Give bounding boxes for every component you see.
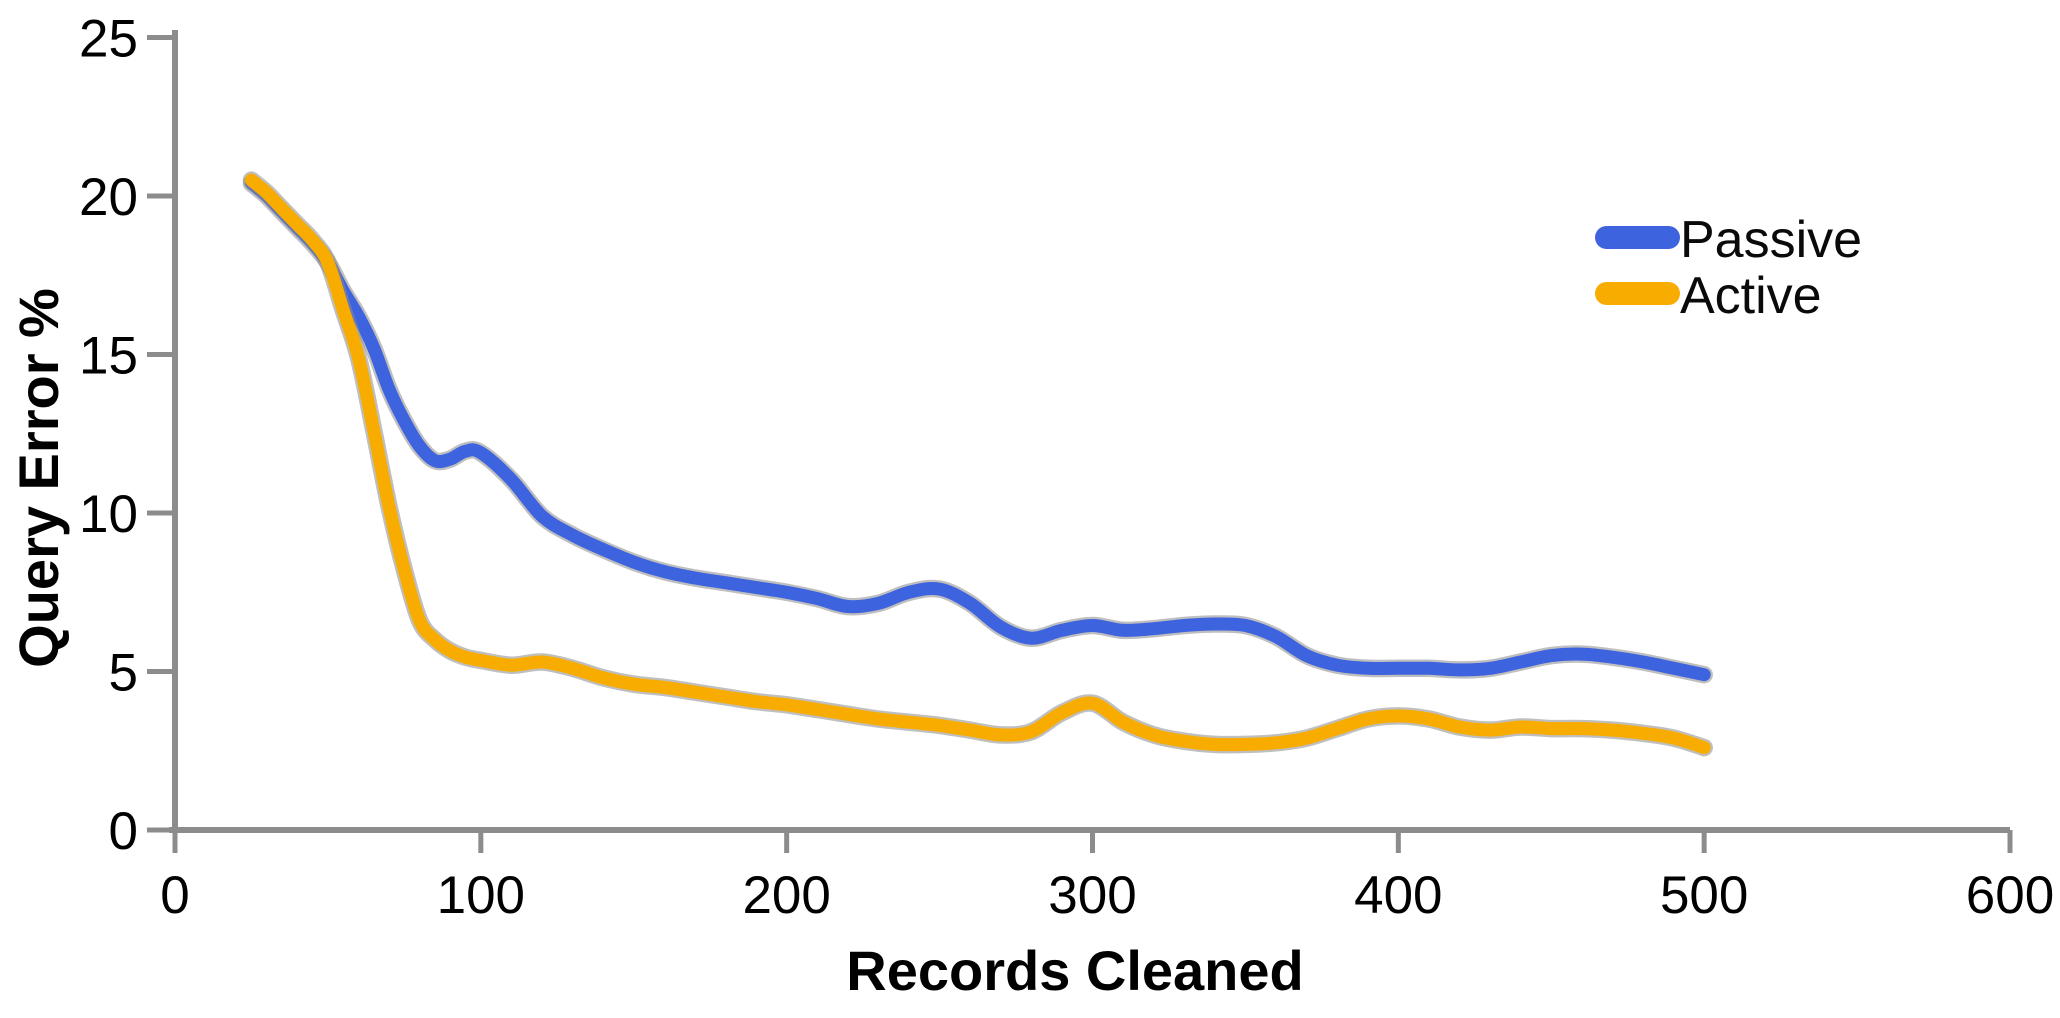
y-tick-label-20: 20 — [79, 168, 138, 227]
y-tick-label-10: 10 — [79, 485, 138, 544]
x-tick-label-100: 100 — [437, 866, 525, 925]
x-tick-label-300: 300 — [1048, 866, 1136, 925]
x-axis-title: Records Cleaned — [846, 939, 1304, 1002]
y-tick-label-25: 25 — [79, 10, 138, 69]
x-tick-label-200: 200 — [742, 866, 830, 925]
legend-label-passive: Passive — [1680, 211, 1862, 269]
axes: 0 5 10 15 20 25 0 100 200 300 400 500 600 — [79, 10, 2054, 926]
y-tick-label-5: 5 — [109, 644, 138, 703]
legend-swatch-active — [1595, 282, 1680, 305]
y-axis-title: Query Error % — [7, 288, 70, 668]
y-tick-label-0: 0 — [109, 802, 138, 861]
x-tick-label-0: 0 — [160, 866, 189, 925]
series-layer — [242, 171, 1713, 757]
y-tick-label-15: 15 — [79, 327, 138, 386]
x-tick-label-600: 600 — [1966, 866, 2054, 925]
legend-swatch-passive — [1595, 226, 1680, 249]
x-tick-label-400: 400 — [1354, 866, 1442, 925]
legend-label-active: Active — [1680, 267, 1822, 325]
passive-line — [244, 176, 1711, 682]
active-line — [244, 173, 1711, 755]
x-tick-label-500: 500 — [1660, 866, 1748, 925]
legend: Passive Active — [1595, 211, 1862, 325]
